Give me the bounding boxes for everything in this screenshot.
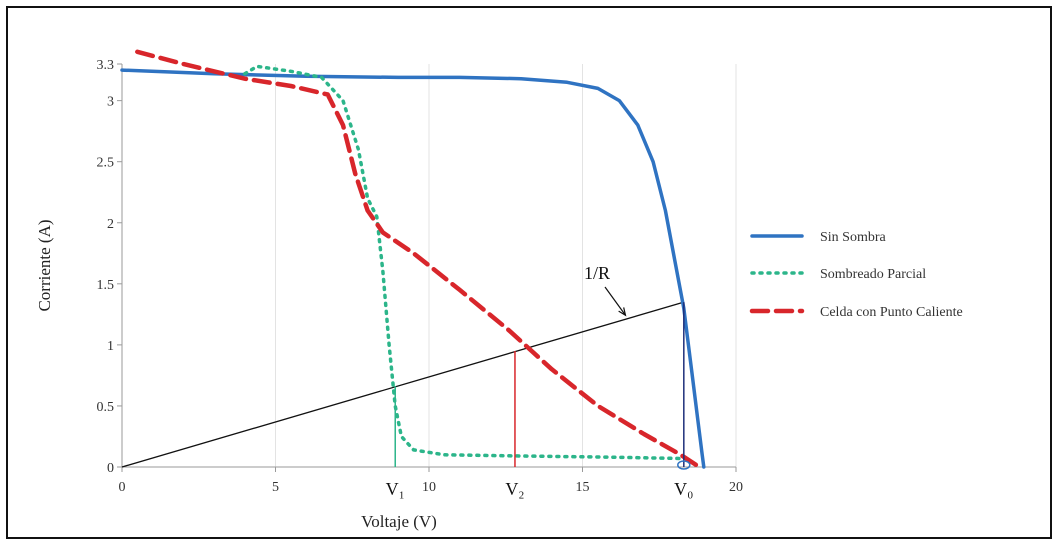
legend-label: Celda con Punto Caliente: [820, 305, 963, 320]
y-tick-label: 1: [107, 339, 114, 354]
y-tick-label: 0.5: [97, 400, 115, 415]
series-line-sin-sombra: [122, 70, 704, 467]
legend: Sin Sombra Sombreado Parcial Celda con Pun…: [752, 230, 963, 320]
voltage-markers: [395, 302, 690, 469]
voltage-marker-label: V₂: [505, 479, 524, 499]
series-line-celda-con-punto-caliente: [137, 52, 699, 467]
inverse-resistance-label: 1/R: [584, 263, 610, 283]
y-axis-title: Corriente (A): [35, 219, 54, 311]
annotation-arrow-line: [605, 287, 625, 315]
y-tick-label: 0: [107, 461, 114, 476]
y-tick-label: 3: [107, 95, 114, 110]
x-tick-label: 5: [272, 480, 279, 495]
x-tick-label: 20: [729, 480, 743, 495]
iv-curve-chart: 0 0.5 1 1.5 2 2.5 3 3.3 0 5 10 15 20 Voltaje (V) Corri…: [8, 8, 1050, 537]
x-tick-label: 15: [576, 480, 590, 495]
voltage-marker-label: V₀: [674, 479, 693, 499]
y-tick-label: 3.3: [97, 58, 115, 73]
y-tick-label: 2.5: [97, 156, 115, 171]
series-line-sombreado-parcial: [245, 66, 681, 458]
series-lines: [122, 52, 704, 467]
y-tick-label: 1.5: [97, 278, 115, 293]
voltage-marker-label: V₁: [386, 479, 405, 499]
load-line: [122, 302, 684, 467]
chart-text: 0 0.5 1 1.5 2 2.5 3 3.3 0 5 10 15 20 Voltaje (V) Corri…: [35, 58, 743, 531]
x-tick-label: 0: [119, 480, 126, 495]
legend-label: Sin Sombra: [820, 230, 887, 245]
chart-frame: 0 0.5 1 1.5 2 2.5 3 3.3 0 5 10 15 20 Voltaje (V) Corri…: [6, 6, 1052, 539]
axes: [117, 64, 736, 472]
legend-label: Sombreado Parcial: [820, 267, 926, 282]
x-axis-title: Voltaje (V): [361, 512, 437, 531]
y-tick-label: 2: [107, 217, 114, 232]
x-tick-label: 10: [422, 480, 436, 495]
